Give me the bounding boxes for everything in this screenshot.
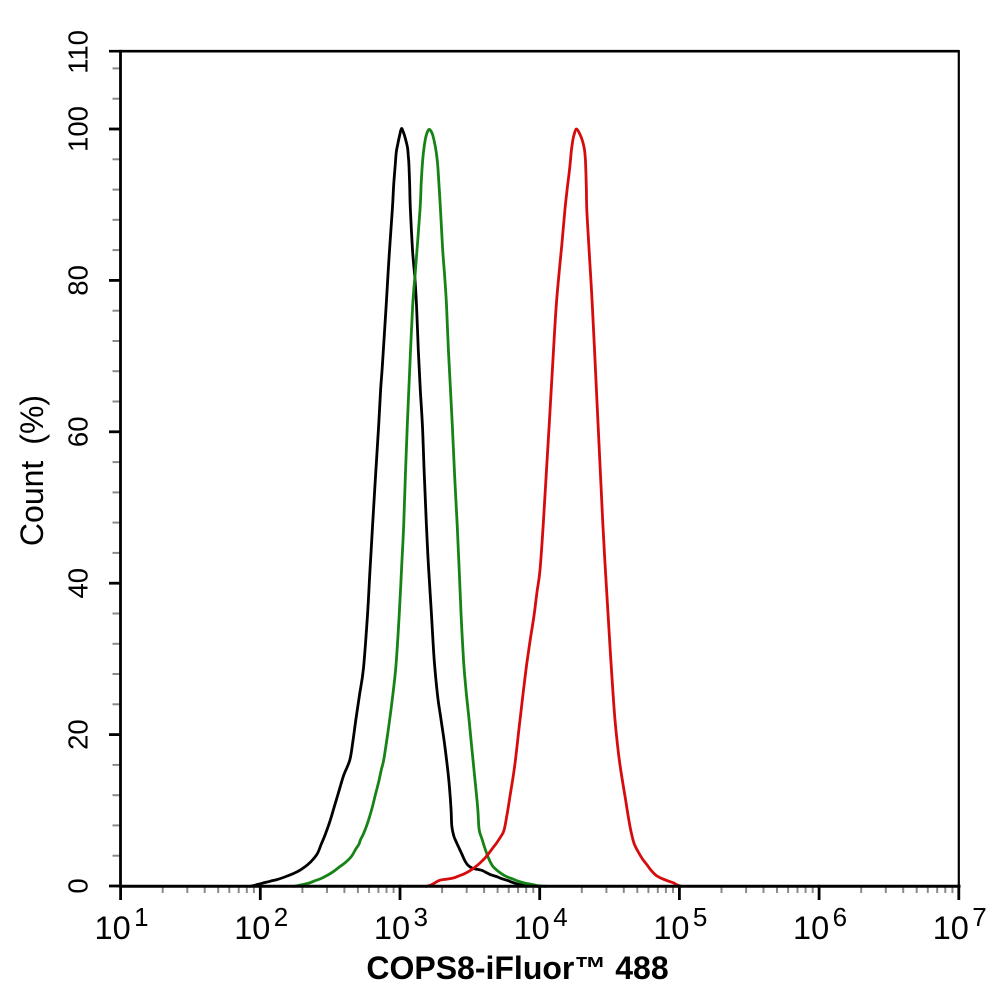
svg-text:20: 20 — [63, 719, 94, 750]
svg-text:7: 7 — [972, 902, 986, 932]
svg-text:40: 40 — [63, 568, 94, 599]
svg-text:6: 6 — [833, 902, 847, 932]
svg-text:10: 10 — [234, 910, 270, 946]
svg-text:COPS8-iFluor™ 488: COPS8-iFluor™ 488 — [366, 950, 668, 986]
svg-text:10: 10 — [514, 910, 550, 946]
svg-text:100: 100 — [63, 106, 94, 152]
svg-text:10: 10 — [374, 910, 410, 946]
svg-text:110: 110 — [63, 30, 94, 74]
svg-text:4: 4 — [553, 902, 567, 932]
svg-text:10: 10 — [653, 910, 689, 946]
svg-text:Count (%): Count (%) — [14, 395, 50, 546]
svg-text:2: 2 — [274, 902, 288, 932]
svg-text:5: 5 — [693, 902, 707, 932]
svg-text:60: 60 — [63, 417, 94, 448]
svg-text:3: 3 — [414, 902, 428, 932]
svg-text:80: 80 — [63, 265, 94, 296]
svg-text:10: 10 — [95, 910, 131, 946]
svg-text:1: 1 — [134, 902, 148, 932]
svg-text:10: 10 — [793, 910, 829, 946]
svg-text:0: 0 — [63, 878, 94, 893]
svg-text:10: 10 — [933, 910, 969, 946]
